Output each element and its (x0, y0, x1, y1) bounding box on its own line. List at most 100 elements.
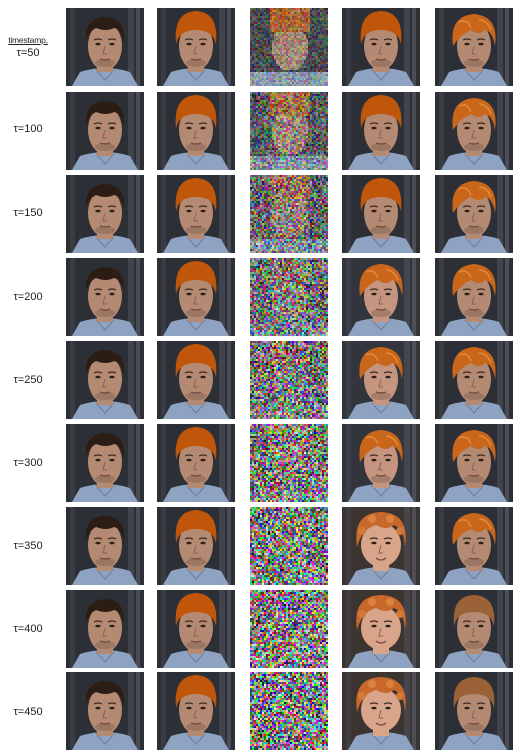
grid-cell (250, 8, 328, 86)
grid-cell (66, 590, 144, 668)
grid-cell (157, 507, 235, 585)
noise-image (250, 507, 328, 585)
grid-cell (66, 341, 144, 419)
grid-cell (250, 424, 328, 502)
face-image (435, 590, 513, 668)
grid-cell (157, 590, 235, 668)
noise-image (250, 258, 328, 336)
header-label-line2: τ=50 (0, 47, 56, 60)
grid-cell (342, 590, 420, 668)
face-image (435, 341, 513, 419)
face-image (342, 590, 420, 668)
noise-image (250, 341, 328, 419)
face-image (435, 424, 513, 502)
noise-image (250, 92, 328, 170)
grid-cell (435, 8, 513, 86)
grid-cell (435, 92, 513, 170)
face-image (66, 672, 144, 750)
noise-image (250, 8, 328, 86)
noise-image (250, 424, 328, 502)
face-image (342, 258, 420, 336)
face-image (66, 341, 144, 419)
grid-cell (342, 424, 420, 502)
grid-cell (435, 424, 513, 502)
grid-cell (66, 8, 144, 86)
grid-cell (157, 258, 235, 336)
grid-cell (66, 507, 144, 585)
noise-image (250, 175, 328, 253)
grid-cell (66, 672, 144, 750)
grid-cell (250, 92, 328, 170)
face-image (66, 507, 144, 585)
face-image (66, 175, 144, 253)
face-image (342, 92, 420, 170)
grid-cell (157, 175, 235, 253)
face-image (157, 672, 235, 750)
face-image (435, 8, 513, 86)
grid-cell (250, 175, 328, 253)
grid-cell (157, 341, 235, 419)
face-image (435, 175, 513, 253)
face-image (342, 8, 420, 86)
row-label: τ=300 (0, 457, 56, 470)
face-image (342, 175, 420, 253)
grid-cell (250, 590, 328, 668)
face-image (157, 507, 235, 585)
grid-cell (435, 258, 513, 336)
face-image (435, 672, 513, 750)
grid-cell (342, 672, 420, 750)
face-image (157, 424, 235, 502)
row-label: τ=400 (0, 623, 56, 636)
row-label: τ=250 (0, 374, 56, 387)
row-label: τ=450 (0, 706, 56, 719)
grid-cell (157, 92, 235, 170)
grid-cell (342, 507, 420, 585)
grid-cell (157, 424, 235, 502)
header-label-line1: timestamp, (0, 34, 56, 47)
grid-cell (250, 672, 328, 750)
row-label: τ=350 (0, 540, 56, 553)
grid-cell (435, 341, 513, 419)
row-label: τ=100 (0, 123, 56, 136)
face-image (157, 341, 235, 419)
noise-image (250, 590, 328, 668)
face-image (66, 92, 144, 170)
face-image (66, 258, 144, 336)
grid-cell (435, 175, 513, 253)
row-label-header: timestamp, τ=50 (0, 34, 56, 60)
face-image (157, 92, 235, 170)
face-image (157, 8, 235, 86)
face-image (435, 507, 513, 585)
grid-cell (250, 341, 328, 419)
grid-cell (250, 258, 328, 336)
face-image (157, 590, 235, 668)
grid-cell (435, 507, 513, 585)
grid-cell (342, 8, 420, 86)
face-image (342, 341, 420, 419)
grid-cell (157, 8, 235, 86)
grid-cell (342, 92, 420, 170)
grid-cell (342, 258, 420, 336)
grid-cell (66, 424, 144, 502)
grid-cell (66, 258, 144, 336)
face-image (66, 424, 144, 502)
face-image (342, 672, 420, 750)
grid-cell (66, 92, 144, 170)
face-image (435, 258, 513, 336)
grid-cell (250, 507, 328, 585)
face-image (342, 507, 420, 585)
row-label: τ=200 (0, 291, 56, 304)
face-image (66, 590, 144, 668)
face-image (66, 8, 144, 86)
grid-cell (342, 341, 420, 419)
grid-cell (157, 672, 235, 750)
face-image (342, 424, 420, 502)
grid-cell (66, 175, 144, 253)
noise-image (250, 672, 328, 750)
row-label: τ=150 (0, 207, 56, 220)
grid-cell (435, 590, 513, 668)
grid-cell (435, 672, 513, 750)
face-image (157, 258, 235, 336)
grid-cell (342, 175, 420, 253)
